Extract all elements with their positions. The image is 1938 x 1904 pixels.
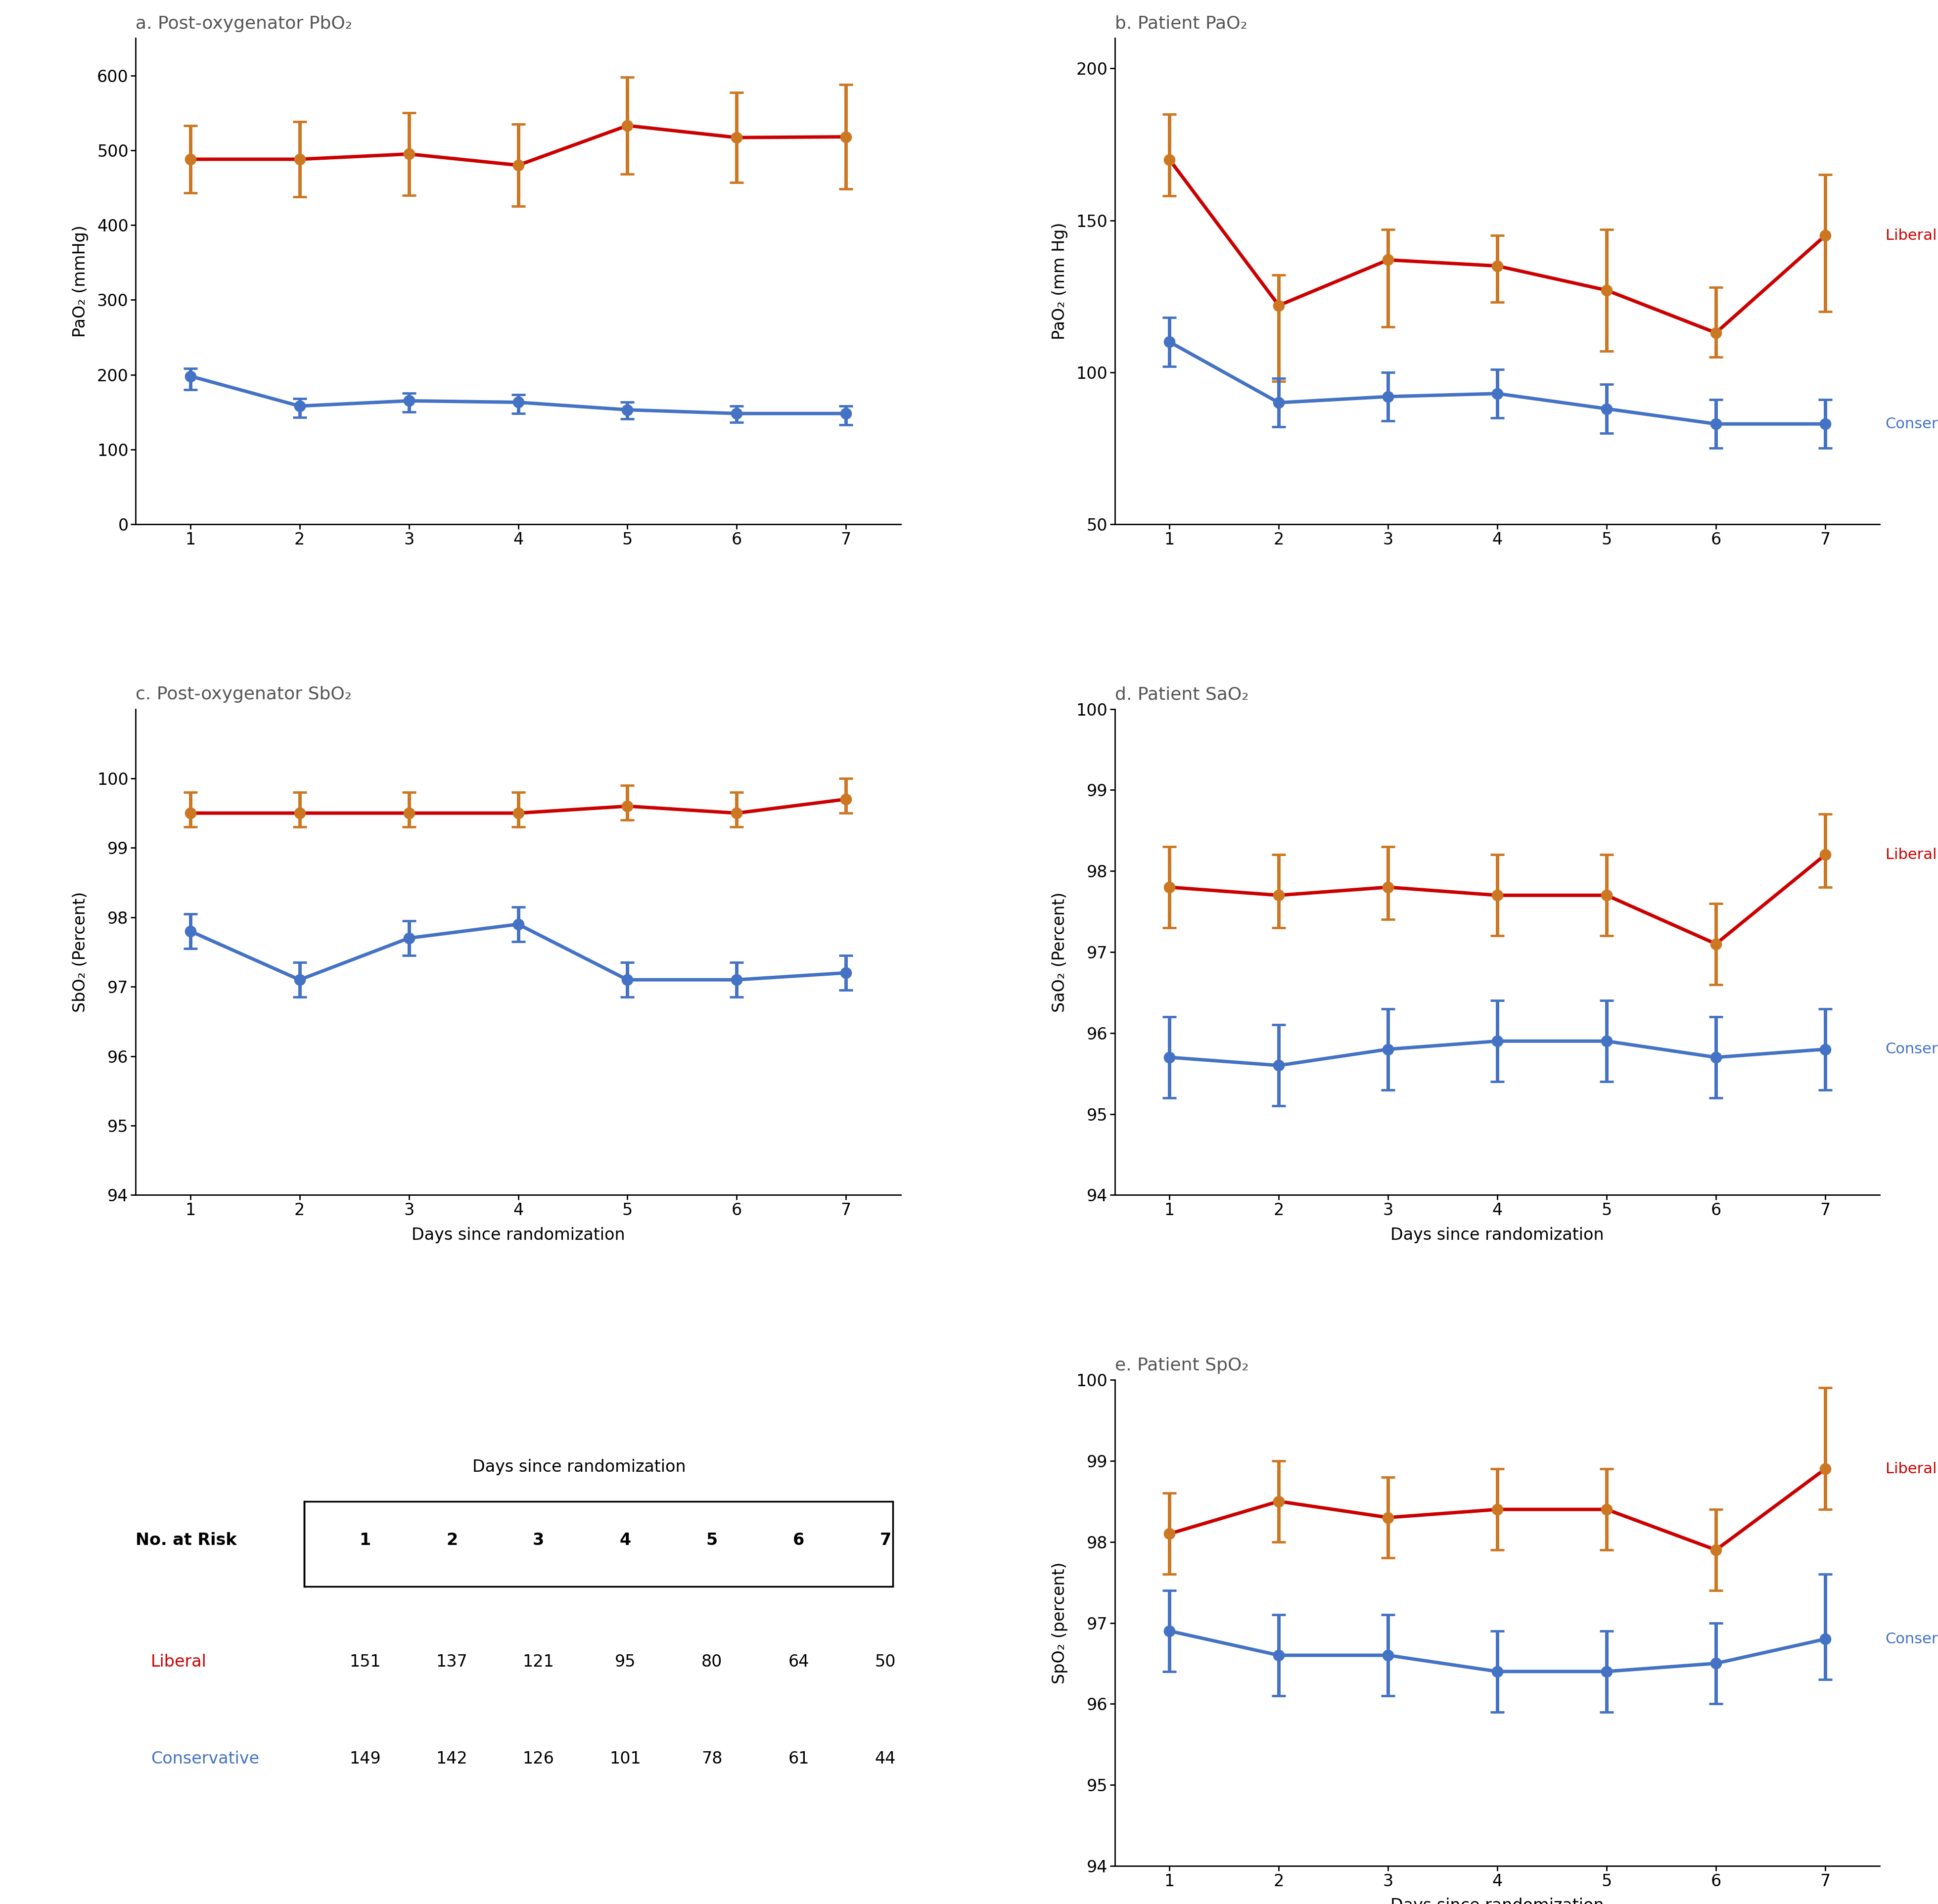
Text: b. Patient PaO₂: b. Patient PaO₂	[1114, 15, 1248, 32]
Text: 50: 50	[874, 1653, 895, 1670]
X-axis label: Days since randomization: Days since randomization	[411, 1226, 624, 1243]
Text: 151: 151	[349, 1653, 382, 1670]
Text: Liberal: Liberal	[151, 1653, 207, 1670]
Text: 44: 44	[874, 1752, 895, 1767]
Text: Conservative: Conservative	[151, 1752, 260, 1767]
Text: 95: 95	[614, 1653, 636, 1670]
Text: Liberal: Liberal	[1886, 1462, 1936, 1476]
Text: 61: 61	[789, 1752, 810, 1767]
Y-axis label: SbO₂ (Percent): SbO₂ (Percent)	[72, 891, 89, 1013]
Text: 3: 3	[533, 1533, 545, 1548]
Y-axis label: SpO₂ (percent): SpO₂ (percent)	[1052, 1561, 1068, 1683]
Text: No. at Risk: No. at Risk	[136, 1533, 236, 1548]
Text: 121: 121	[523, 1653, 554, 1670]
Y-axis label: SaO₂ (Percent): SaO₂ (Percent)	[1052, 891, 1068, 1013]
Text: 149: 149	[349, 1752, 382, 1767]
Text: Conservative: Conservative	[1886, 1041, 1938, 1057]
Y-axis label: PaO₂ (mm Hg): PaO₂ (mm Hg)	[1052, 223, 1068, 339]
Bar	[304, 1502, 893, 1586]
Text: Days since randomization: Days since randomization	[473, 1458, 686, 1476]
Text: 2: 2	[446, 1533, 457, 1548]
Text: 7: 7	[880, 1533, 891, 1548]
Text: 1: 1	[359, 1533, 370, 1548]
Y-axis label: PaO₂ (mmHg): PaO₂ (mmHg)	[72, 225, 89, 337]
Text: e. Patient SpO₂: e. Patient SpO₂	[1114, 1358, 1248, 1373]
Text: 126: 126	[523, 1752, 554, 1767]
Text: 64: 64	[789, 1653, 810, 1670]
Text: 78: 78	[702, 1752, 723, 1767]
Text: d. Patient SaO₂: d. Patient SaO₂	[1114, 685, 1248, 703]
Text: 6: 6	[793, 1533, 804, 1548]
Text: Conservative: Conservative	[1886, 417, 1938, 430]
Text: c. Post-oxygenator SbO₂: c. Post-oxygenator SbO₂	[136, 685, 353, 703]
Text: Liberal: Liberal	[1886, 228, 1936, 242]
Text: 142: 142	[436, 1752, 467, 1767]
Text: a. Post-oxygenator PbO₂: a. Post-oxygenator PbO₂	[136, 15, 353, 32]
Text: 137: 137	[436, 1653, 467, 1670]
Text: 5: 5	[705, 1533, 717, 1548]
X-axis label: Days since randomization: Days since randomization	[1391, 1898, 1605, 1904]
X-axis label: Days since randomization: Days since randomization	[1391, 1226, 1605, 1243]
Text: Liberal: Liberal	[1886, 847, 1936, 863]
Text: 4: 4	[620, 1533, 632, 1548]
Text: Conservative: Conservative	[1886, 1632, 1938, 1647]
Text: 80: 80	[702, 1653, 723, 1670]
Text: 101: 101	[609, 1752, 641, 1767]
